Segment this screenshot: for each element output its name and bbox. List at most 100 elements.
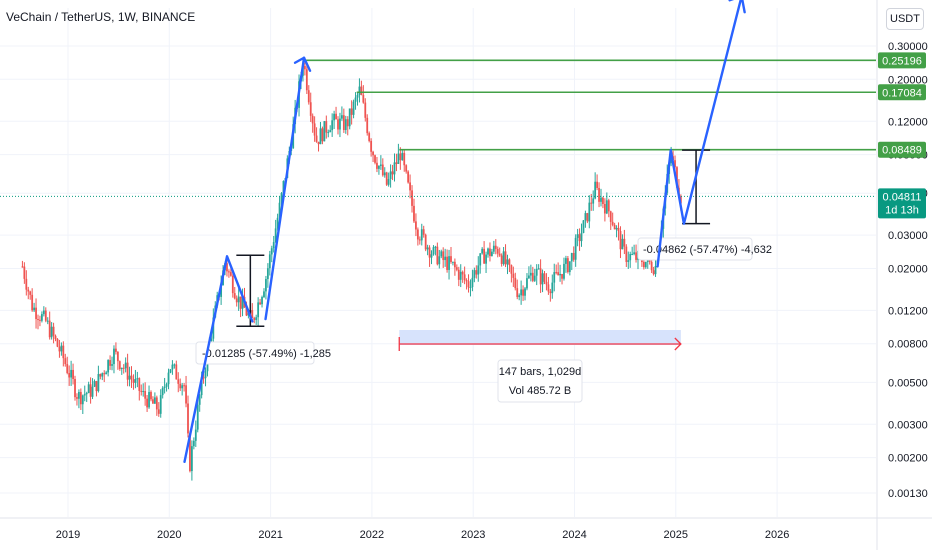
candle-body <box>128 375 131 380</box>
candle-body <box>50 326 53 338</box>
candle-body <box>23 266 26 279</box>
candle-body <box>590 202 593 204</box>
candle <box>340 106 343 121</box>
candle <box>570 252 573 271</box>
candle <box>327 129 330 138</box>
candle-body <box>52 326 55 336</box>
candle <box>483 241 486 264</box>
candle-body <box>652 270 655 275</box>
candle <box>463 266 466 285</box>
candle <box>413 198 415 224</box>
candle-body <box>317 141 320 145</box>
candle-body <box>109 360 111 366</box>
candle <box>116 351 119 370</box>
candle <box>261 295 263 308</box>
candle <box>453 258 456 276</box>
y-tick-label: 0.12000 <box>888 116 928 128</box>
candle <box>259 298 261 306</box>
candle-body <box>152 399 154 404</box>
candle <box>192 437 195 450</box>
resistance-level-label: 0.08489 <box>882 145 922 157</box>
candle-body <box>565 258 567 264</box>
candle-body <box>159 395 162 414</box>
candle <box>487 247 489 258</box>
candle-body <box>261 297 263 305</box>
candle-body <box>333 113 336 121</box>
candle-body <box>424 234 427 250</box>
candle-body <box>280 193 283 203</box>
candle-body <box>385 172 388 185</box>
candle <box>452 261 454 266</box>
candle <box>177 372 180 393</box>
candle-body <box>455 267 458 270</box>
candle <box>547 276 550 295</box>
candle-body <box>331 120 334 131</box>
candle-body <box>148 392 150 408</box>
candle-body <box>202 377 205 379</box>
candle-body <box>226 263 228 272</box>
candle-body <box>309 102 312 116</box>
candle <box>592 190 595 211</box>
candle-body <box>418 239 421 241</box>
candle-body <box>566 258 569 273</box>
candle <box>198 393 201 412</box>
candle <box>623 229 626 255</box>
candle-body <box>177 379 180 384</box>
candle-body <box>438 256 441 265</box>
candle-body <box>619 231 622 250</box>
candle <box>311 113 314 133</box>
candle-body <box>627 260 630 262</box>
candle <box>625 244 628 267</box>
candle-body <box>461 271 464 275</box>
candle-body <box>674 160 676 168</box>
candle <box>27 286 30 300</box>
candle <box>399 147 402 170</box>
candle-body <box>239 296 242 309</box>
candle <box>309 92 312 122</box>
candle-body <box>381 164 384 176</box>
candle-body <box>613 224 616 230</box>
candle <box>91 378 94 400</box>
currency-selector[interactable]: USDT <box>886 8 924 30</box>
candle-body <box>241 296 244 309</box>
candle-body <box>111 364 113 366</box>
candle-body <box>142 390 145 392</box>
candle <box>541 269 544 293</box>
candle-body <box>346 119 349 127</box>
candle <box>528 266 530 280</box>
candle-body <box>350 108 353 115</box>
chart-title: VeChain / TetherUS, 1W, BINANCE <box>6 10 196 24</box>
candle <box>85 391 88 403</box>
candle <box>42 306 45 317</box>
candle <box>319 121 322 145</box>
candle <box>473 267 476 283</box>
candle <box>150 390 152 402</box>
candle-body <box>313 123 316 136</box>
candle-body <box>563 263 565 279</box>
candle-body <box>465 280 468 282</box>
candle-body <box>494 245 497 249</box>
candle <box>237 287 240 311</box>
candle-body <box>496 248 499 254</box>
date-range-arrowhead <box>674 337 682 351</box>
candle <box>115 342 117 355</box>
candle-body <box>391 171 394 175</box>
candle <box>272 236 275 253</box>
candle-body <box>520 289 523 296</box>
candle-body <box>422 229 425 235</box>
candle-body <box>270 248 273 255</box>
candle-body <box>379 164 382 166</box>
candle-body <box>179 383 182 389</box>
candle <box>136 371 139 388</box>
candle-body <box>611 221 614 225</box>
candle-body <box>543 273 546 282</box>
candle <box>81 394 84 414</box>
candle-body <box>198 395 201 405</box>
candle <box>401 150 404 161</box>
candle <box>535 264 538 286</box>
y-tick-label: 0.30000 <box>888 41 928 53</box>
candle <box>159 389 162 418</box>
candle-body <box>276 217 279 229</box>
candle-body <box>190 446 193 472</box>
